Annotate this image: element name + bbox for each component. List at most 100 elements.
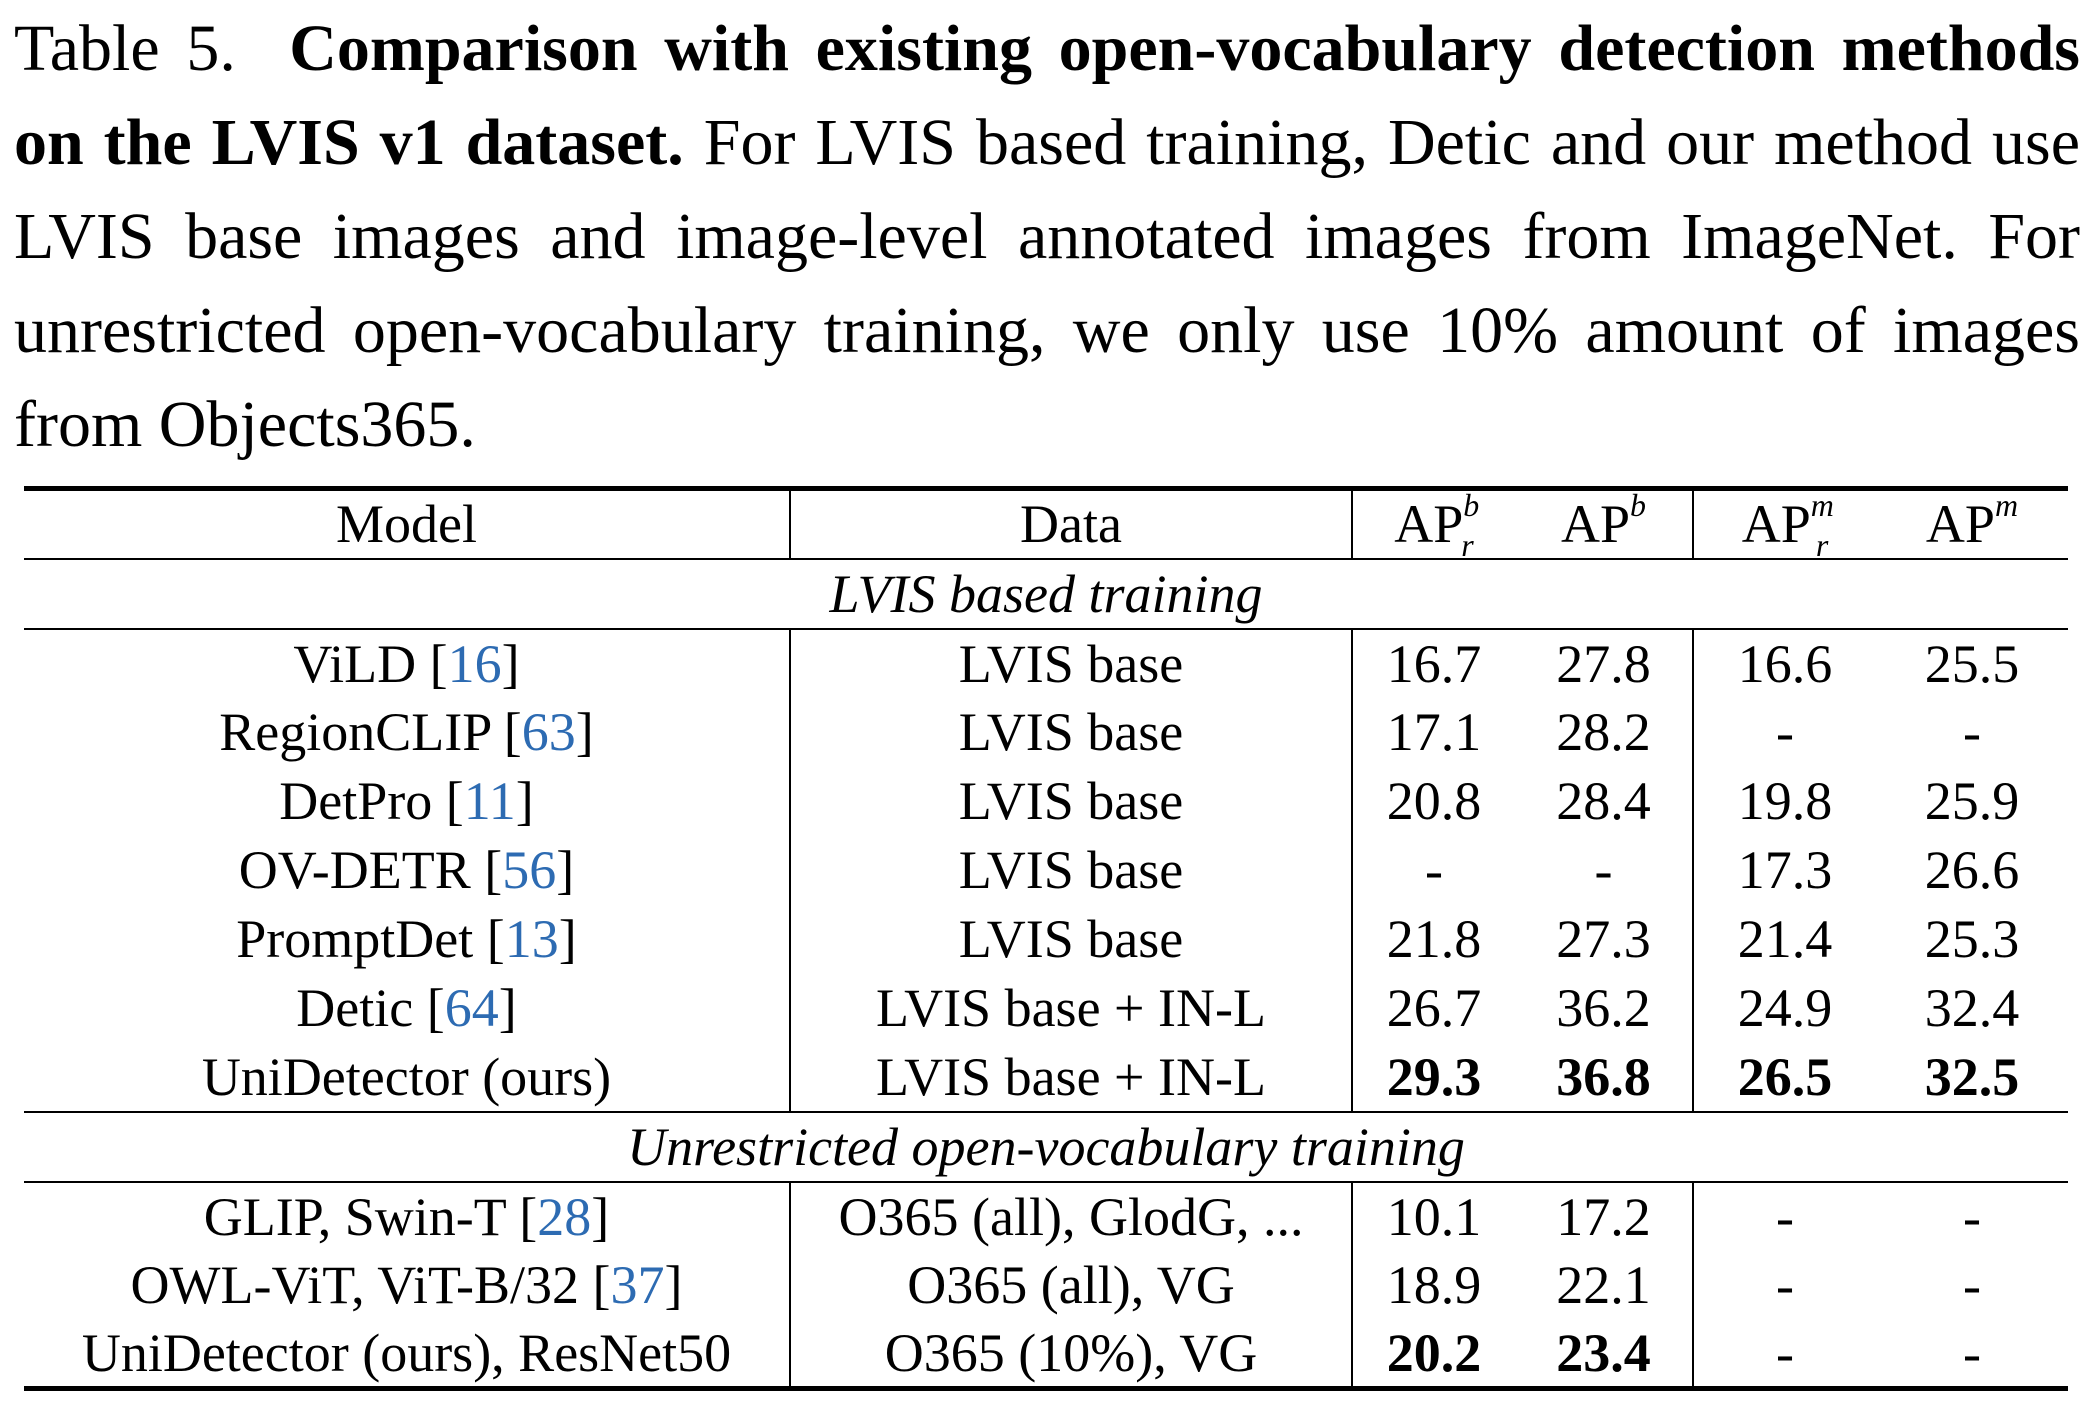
- section-title: Unrestricted open-vocabulary training: [627, 1116, 1465, 1177]
- cell-data: LVIS base: [789, 904, 1352, 974]
- citation-link[interactable]: 13: [504, 909, 559, 969]
- cell-apr-b: 16.7: [1351, 628, 1515, 698]
- cell-data: LVIS base + IN-L: [789, 973, 1352, 1043]
- cell-data: LVIS base: [789, 835, 1352, 905]
- cell-data: O365 (all), VG: [789, 1250, 1352, 1320]
- table-row: UniDetector (ours) LVIS base + IN-L 29.3 36…: [24, 1042, 2068, 1112]
- cell-ap-b: 23.4: [1556, 1322, 1651, 1383]
- citation-link[interactable]: 37: [610, 1255, 665, 1315]
- table-row: ViLD [16] LVIS base 16.7 27.8 16.6 25.5: [24, 628, 2068, 698]
- citation-link[interactable]: 56: [502, 840, 557, 900]
- cell-ap-b: 36.2: [1556, 978, 1651, 1038]
- cell-ap-b: 28.4: [1556, 771, 1651, 831]
- section-header-row: LVIS based training: [24, 558, 2068, 629]
- citation-link[interactable]: 11: [463, 771, 516, 831]
- header-data: Data: [789, 488, 1352, 559]
- cell-data: O365 (all), GlodG, ...: [789, 1181, 1352, 1251]
- table-row: RegionCLIP [63] LVIS base 17.1 28.2- -: [24, 697, 2068, 767]
- model-name: RegionCLIP: [219, 702, 491, 762]
- cell-apr-b: 18.9: [1351, 1250, 1515, 1320]
- cell-data: LVIS base + IN-L: [789, 1042, 1352, 1112]
- caption-title: Comparison with existing open-vocabulary…: [14, 12, 2080, 179]
- table-row: DetPro [11] LVIS base 20.8 28.4 19.8 25.9: [24, 766, 2068, 836]
- cell-apr-b: 10.1: [1351, 1181, 1515, 1251]
- cell-apr-m: -: [1692, 1181, 1876, 1251]
- cell-data: LVIS base: [789, 628, 1352, 698]
- cell-apr-b: 26.7: [1351, 973, 1515, 1043]
- model-name: ViLD: [293, 633, 417, 694]
- cell-apr-b: 21.8: [1351, 904, 1515, 974]
- model-name: OWL-ViT, ViT-B/32: [130, 1255, 579, 1315]
- cell-apr-m: 26.5: [1692, 1042, 1876, 1112]
- table-caption: Table 5. Comparison with existing open-v…: [14, 2, 2080, 472]
- cell-ap-b: 27.8: [1556, 633, 1651, 694]
- cell-model: UniDetector (ours), ResNet50: [24, 1320, 790, 1389]
- cell-ap-m: 26.6: [1924, 840, 2020, 900]
- model-name: UniDetector (ours): [201, 1046, 612, 1107]
- table-row: Detic [64] LVIS base + IN-L 26.7 36.2 24.9 32…: [24, 973, 2068, 1043]
- model-name: UniDetector (ours), ResNet50: [81, 1322, 732, 1383]
- model-name: Detic: [296, 978, 414, 1038]
- cell-ap-b: 36.8: [1556, 1046, 1651, 1107]
- table-row: GLIP, Swin-T [28] O365 (all), GlodG, ... 1…: [24, 1181, 2068, 1251]
- cell-ap-m: -: [1963, 1322, 1981, 1383]
- cell-model: UniDetector (ours): [24, 1043, 790, 1112]
- cell-apr-m: -: [1692, 697, 1876, 767]
- cell-ap-m: 25.3: [1924, 909, 2020, 969]
- table-row: PromptDet [13] LVIS base 21.8 27.3 21.4 25.3: [24, 904, 2068, 974]
- cell-ap-m: 32.4: [1924, 978, 2020, 1038]
- caption-text: For LVIS based training, Detic and our m…: [14, 106, 2081, 461]
- cell-apr-m: 19.8: [1692, 766, 1876, 836]
- citation-link[interactable]: 16: [447, 633, 502, 694]
- cell-ap-b: 22.1: [1556, 1255, 1651, 1315]
- cell-model: Detic [64]: [296, 978, 517, 1038]
- cell-ap-b: 17.2: [1556, 1186, 1651, 1247]
- caption-label: Table 5.: [14, 12, 236, 85]
- cell-apr-b: -: [1351, 835, 1515, 905]
- header-ap-b: APb: [1560, 487, 1647, 555]
- header-apr-b: APbr: [1351, 487, 1515, 563]
- cell-ap-m: -: [1963, 1186, 1981, 1247]
- cell-ap-b: 27.3: [1556, 909, 1651, 969]
- cell-ap-m: 25.9: [1924, 771, 2020, 831]
- header-model: Model: [336, 494, 477, 555]
- comparison-table: Model Data APbr APb APmr APm LVIS based …: [24, 486, 2068, 1391]
- citation-link[interactable]: 64: [444, 978, 499, 1038]
- cell-apr-m: -: [1692, 1319, 1876, 1389]
- cell-data: LVIS base: [789, 697, 1352, 767]
- cell-apr-m: 17.3: [1692, 835, 1876, 905]
- cell-ap-b: -: [1594, 840, 1613, 900]
- table-header-row: Model Data APbr APb APmr APm: [24, 487, 2068, 563]
- cell-data: LVIS base: [789, 766, 1352, 836]
- cell-apr-m: 24.9: [1692, 973, 1876, 1043]
- cell-apr-b: 29.3: [1351, 1042, 1515, 1112]
- cell-apr-m: 16.6: [1692, 628, 1876, 698]
- cell-ap-b: 28.2: [1556, 702, 1651, 762]
- citation-link[interactable]: 63: [521, 702, 576, 762]
- cell-apr-b: 17.1: [1351, 697, 1515, 767]
- cell-model: DetPro [11]: [279, 771, 534, 831]
- model-name: GLIP, Swin-T: [203, 1186, 506, 1247]
- cell-data: O365 (10%), VG: [789, 1319, 1352, 1389]
- cell-apr-b: 20.8: [1351, 766, 1515, 836]
- cell-ap-m: -: [1963, 1255, 1981, 1315]
- cell-model: OWL-ViT, ViT-B/32 [37]: [130, 1255, 683, 1315]
- cell-model: ViLD [16]: [293, 633, 520, 694]
- cell-apr-b: 20.2: [1351, 1319, 1515, 1389]
- table-row: OWL-ViT, ViT-B/32 [37] O365 (all), VG 18.9…: [24, 1250, 2068, 1320]
- cell-ap-m: 25.5: [1924, 633, 2020, 694]
- table-row: OV-DETR [56] LVIS base - -17.3 26.6: [24, 835, 2068, 905]
- cell-model: PromptDet [13]: [236, 909, 577, 969]
- cell-apr-m: -: [1692, 1250, 1876, 1320]
- cell-model: GLIP, Swin-T [28]: [203, 1186, 610, 1247]
- cell-ap-m: 32.5: [1924, 1046, 2020, 1107]
- section-title: LVIS based training: [829, 563, 1263, 624]
- header-ap-m: APm: [1925, 487, 2019, 555]
- cell-model: OV-DETR [56]: [238, 840, 575, 900]
- table-row: UniDetector (ours), ResNet50 O365 (10%), …: [24, 1319, 2068, 1389]
- section-header-row: Unrestricted open-vocabulary training: [24, 1111, 2068, 1182]
- citation-link[interactable]: 28: [537, 1186, 592, 1247]
- cell-model: RegionCLIP [63]: [219, 702, 594, 762]
- cell-ap-m: -: [1963, 702, 1981, 762]
- model-name: PromptDet: [236, 909, 474, 969]
